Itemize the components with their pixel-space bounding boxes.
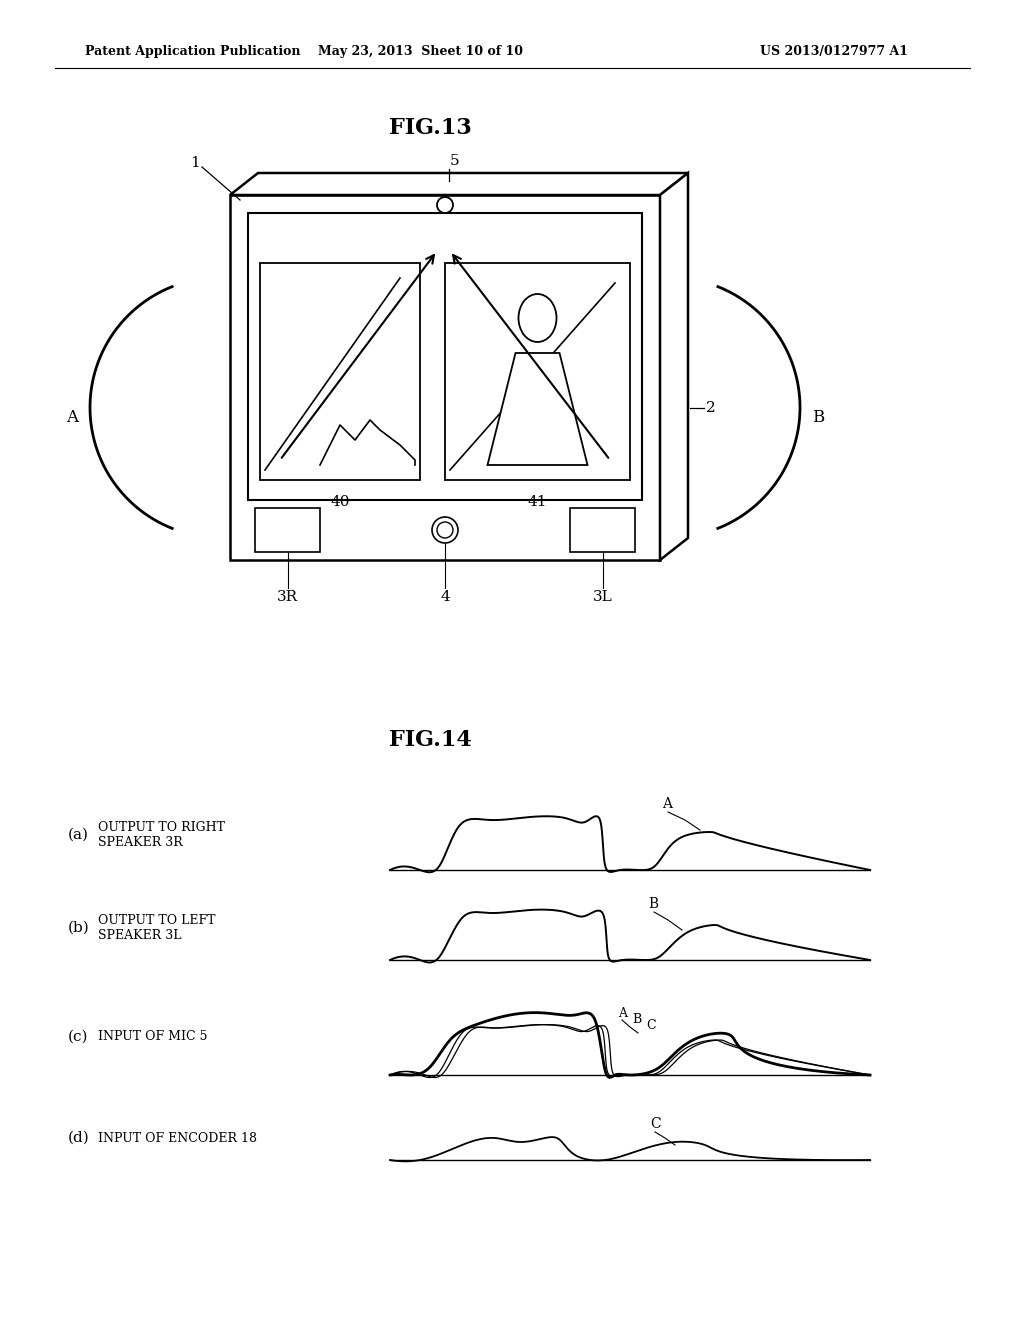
Text: INPUT OF ENCODER 18: INPUT OF ENCODER 18 <box>98 1131 257 1144</box>
Ellipse shape <box>518 294 556 342</box>
Bar <box>570 508 635 552</box>
Text: (c): (c) <box>68 1030 88 1044</box>
Text: US 2013/0127977 A1: US 2013/0127977 A1 <box>760 45 908 58</box>
Text: 40: 40 <box>331 495 350 510</box>
Text: FIG.13: FIG.13 <box>389 117 471 139</box>
Text: A: A <box>662 797 672 810</box>
Text: B: B <box>632 1012 641 1026</box>
Bar <box>255 508 319 552</box>
Polygon shape <box>230 173 688 195</box>
Text: OUTPUT TO RIGHT
SPEAKER 3R: OUTPUT TO RIGHT SPEAKER 3R <box>98 821 225 849</box>
Text: May 23, 2013  Sheet 10 of 10: May 23, 2013 Sheet 10 of 10 <box>317 45 522 58</box>
Text: 3L: 3L <box>593 590 612 605</box>
Bar <box>445 263 630 480</box>
Bar <box>260 263 420 480</box>
Text: FIG.14: FIG.14 <box>389 729 471 751</box>
Bar <box>230 195 660 560</box>
Text: A: A <box>618 1007 627 1020</box>
Circle shape <box>437 197 453 213</box>
Text: 3R: 3R <box>276 590 298 605</box>
Text: (d): (d) <box>68 1131 90 1144</box>
Text: INPUT OF MIC 5: INPUT OF MIC 5 <box>98 1031 208 1044</box>
Text: 5: 5 <box>450 154 460 168</box>
Polygon shape <box>487 352 588 465</box>
Text: B: B <box>812 409 824 426</box>
Circle shape <box>437 521 453 539</box>
Bar <box>248 213 642 500</box>
Text: A: A <box>66 409 78 426</box>
Text: 4: 4 <box>440 590 450 605</box>
Text: B: B <box>648 898 658 911</box>
Text: 2: 2 <box>706 400 716 414</box>
Polygon shape <box>660 173 688 560</box>
Text: Patent Application Publication: Patent Application Publication <box>85 45 300 58</box>
Text: 41: 41 <box>527 495 547 510</box>
Text: (a): (a) <box>68 828 89 842</box>
Circle shape <box>432 517 458 543</box>
Text: OUTPUT TO LEFT
SPEAKER 3L: OUTPUT TO LEFT SPEAKER 3L <box>98 913 215 942</box>
Text: 1: 1 <box>190 156 200 170</box>
Text: (b): (b) <box>68 921 90 935</box>
Text: C: C <box>646 1019 655 1032</box>
Text: C: C <box>650 1117 660 1131</box>
